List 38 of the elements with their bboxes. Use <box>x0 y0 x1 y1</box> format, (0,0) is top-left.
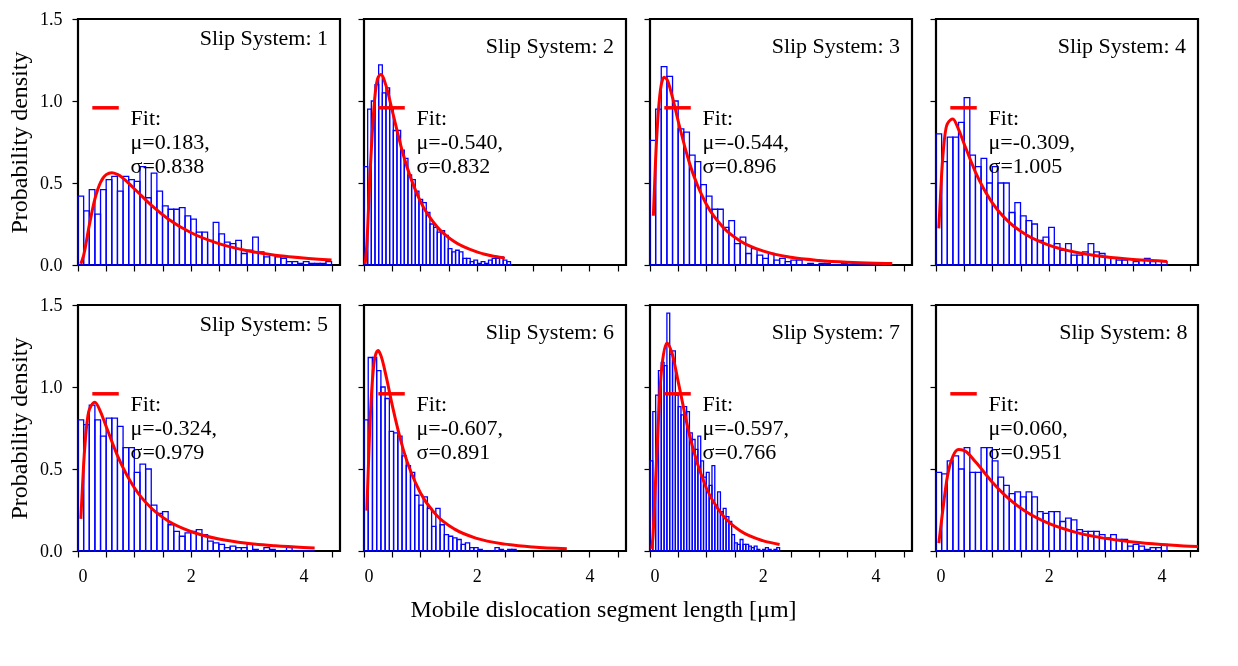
y-axis-title: Probability density <box>6 51 32 234</box>
x-tick-label: 2 <box>186 565 196 586</box>
y-axis-title: Probability density <box>6 337 32 520</box>
text: Slip System: 2 <box>485 33 614 59</box>
text: Slip System: 8 <box>1059 319 1188 345</box>
x-tick-label: 0 <box>78 565 88 586</box>
y-tick-label: 0.0 <box>40 254 63 275</box>
legend-label: Fit: μ=-0.309, σ=1.005 <box>988 104 1076 178</box>
y-tick-label: 0.5 <box>40 458 63 479</box>
chart-title: Slip System: 1 <box>199 25 328 50</box>
x-tick-label: 4 <box>1157 565 1167 586</box>
x-tick-label: 2 <box>1044 565 1054 586</box>
y-tick-label: 1.5 <box>40 294 63 315</box>
text: Slip System: 4 <box>1057 33 1186 59</box>
y-tick-label: 0.0 <box>40 540 63 561</box>
y-tick-label: 0.5 <box>40 172 63 193</box>
y-tick-label: 1.0 <box>40 376 63 397</box>
legend-label: Fit: μ=-0.607, σ=0.891 <box>416 390 504 464</box>
legend-label: Fit: μ=0.183, σ=0.838 <box>130 104 210 178</box>
x-tick-label: 2 <box>472 565 482 586</box>
legend-label: Fit: μ=-0.544, σ=0.896 <box>702 104 790 178</box>
x-axis-title: Mobile dislocation segment length [μm] <box>410 596 797 623</box>
x-tick-label: 4 <box>299 565 309 586</box>
y-tick-label: 1.0 <box>40 90 63 111</box>
x-tick-label: 0 <box>364 565 374 586</box>
text: Slip System: 7 <box>771 319 900 345</box>
x-tick-label: 4 <box>585 565 595 586</box>
chart-title: Slip System: 5 <box>199 311 328 336</box>
legend-label: Fit: μ=-0.597, σ=0.766 <box>702 390 790 464</box>
x-tick-label: 4 <box>871 565 881 586</box>
x-tick-label: 0 <box>650 565 660 586</box>
legend-label: Fit: μ=-0.540, σ=0.832 <box>416 104 504 178</box>
y-tick-label: 1.5 <box>40 8 63 29</box>
text: Slip System: 3 <box>771 33 900 59</box>
text: Slip System: 6 <box>485 319 614 345</box>
x-tick-label: 2 <box>758 565 768 586</box>
line-series <box>79 171 334 266</box>
x-tick-label: 0 <box>936 565 946 586</box>
